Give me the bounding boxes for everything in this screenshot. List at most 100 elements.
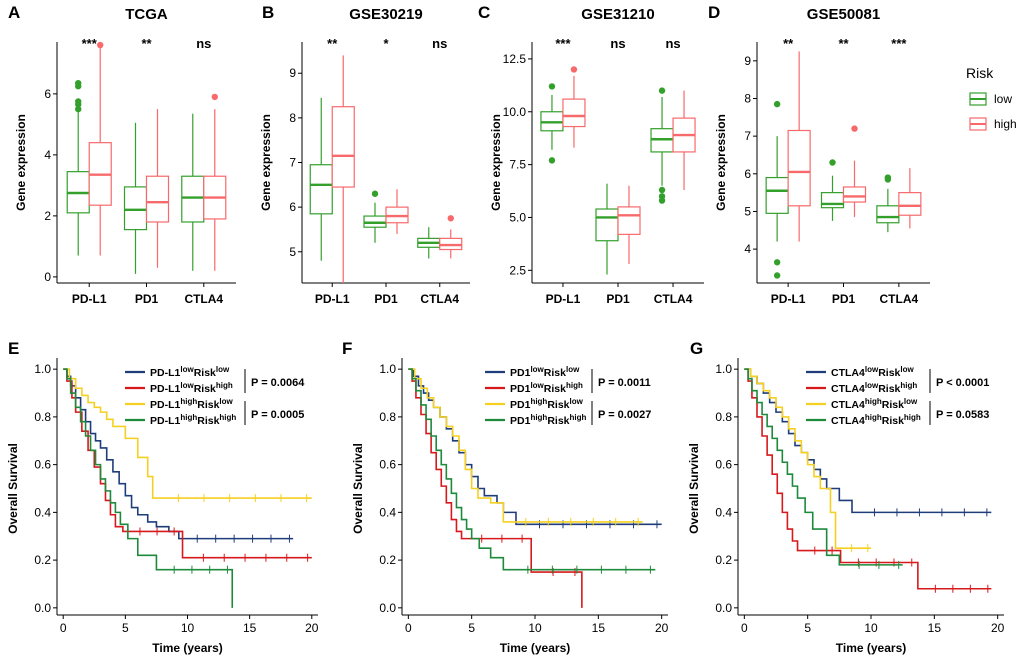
km-panel-f: F Overall Survival Time (years) 0.0 0.2 0.4 0.… xyxy=(342,339,669,655)
panel-title: GSE31210 xyxy=(581,6,654,23)
box-iqr xyxy=(787,129,811,207)
significance-label: ** xyxy=(327,36,338,51)
box-low xyxy=(595,183,619,275)
y-tick-label: 6 xyxy=(289,200,296,214)
outlier-point xyxy=(75,105,82,113)
y-tick-label: 0.6 xyxy=(715,458,732,472)
box-low xyxy=(765,100,789,279)
x-tick-label: CTLA4 xyxy=(420,292,459,306)
y-tick-label: 12.5 xyxy=(503,52,527,66)
x-tick-label: PD-L1 xyxy=(72,292,107,306)
panel-letter: F xyxy=(342,339,352,358)
y-tick-label: 0.8 xyxy=(34,410,51,424)
x-axis-label: Time (years) xyxy=(152,641,222,655)
y-axis-label: Gene expression xyxy=(714,114,728,211)
significance-label: ** xyxy=(141,36,152,51)
survival-curve-high-high xyxy=(744,368,903,566)
box-iqr xyxy=(876,205,900,224)
box-iqr xyxy=(331,106,355,188)
outlier-point xyxy=(773,259,781,266)
x-tick-label: 15 xyxy=(928,621,942,635)
survival-curve-low-low xyxy=(63,368,294,540)
x-tick-label: PD-L1 xyxy=(315,292,350,306)
km-panel-e: E Overall Survival Time (years) 0.0 0.2 0.4 0.… xyxy=(6,339,319,655)
box-high xyxy=(562,66,586,148)
legend-entry: PD-L1highRisklow xyxy=(150,397,234,411)
outlier-point xyxy=(97,41,104,49)
x-tick-label: 10 xyxy=(864,621,878,635)
legend-entry: PD1lowRiskhigh xyxy=(510,381,583,395)
x-tick-label: 10 xyxy=(528,621,542,635)
y-tick-label: 4 xyxy=(744,242,751,256)
y-tick-label: 0.4 xyxy=(715,505,732,519)
x-tick-label: 20 xyxy=(991,621,1005,635)
x-tick-label: 15 xyxy=(243,621,257,635)
y-tick-label: 0.0 xyxy=(379,601,396,615)
x-axis-label: Time (years) xyxy=(500,641,570,655)
y-tick-label: 0 xyxy=(44,270,51,284)
x-axis-label: Time (years) xyxy=(836,641,906,655)
significance-label: *** xyxy=(891,36,907,51)
box-high xyxy=(787,51,811,242)
outlier-point xyxy=(773,272,781,279)
box-iqr xyxy=(123,186,148,231)
box-high xyxy=(145,109,170,268)
legend-entry: PD-L1lowRiskhigh xyxy=(150,381,233,395)
box-high xyxy=(439,215,463,259)
p-value-label: P = 0.0005 xyxy=(251,409,304,421)
y-axis-label: Gene expression xyxy=(259,114,273,211)
significance-label: ns xyxy=(196,36,211,51)
y-tick-label: 1.0 xyxy=(34,362,51,376)
y-tick-label: 6 xyxy=(744,167,751,181)
y-tick-label: 0.8 xyxy=(715,410,732,424)
box-low xyxy=(417,227,441,259)
survival-curve-low-high xyxy=(744,368,992,590)
x-tick-label: CTLA4 xyxy=(880,292,919,306)
boxplot-panel-a: A TCGA Gene expression 0 2 4 6 PD-L1 *** PD1 ** CTL… xyxy=(8,3,236,306)
y-tick-label: 2.5 xyxy=(509,263,526,277)
box-iqr xyxy=(145,175,170,223)
y-tick-label: 0.6 xyxy=(379,458,396,472)
significance-label: *** xyxy=(82,36,98,51)
y-tick-label: 7 xyxy=(744,129,751,143)
panel-letter: G xyxy=(690,339,703,358)
x-tick-label: 20 xyxy=(305,621,319,635)
outlier-point xyxy=(211,93,218,101)
y-tick-label: 10.0 xyxy=(503,105,527,119)
y-tick-label: 2 xyxy=(44,209,51,223)
y-tick-label: 1.0 xyxy=(379,362,396,376)
box-low xyxy=(540,83,564,164)
y-tick-label: 4 xyxy=(44,148,51,162)
panel-letter: B xyxy=(262,3,274,22)
legend-entry: CTLA4highRiskhigh xyxy=(831,413,921,427)
panel-title: GSE50081 xyxy=(807,6,880,23)
y-axis-label: Gene expression xyxy=(14,114,28,211)
significance-label: ** xyxy=(783,36,794,51)
y-tick-label: 0.2 xyxy=(34,553,51,567)
survival-curve-high-low xyxy=(408,368,643,523)
outlier-point xyxy=(851,125,858,132)
y-tick-label: 0.8 xyxy=(379,410,396,424)
x-tick-label: 10 xyxy=(181,621,195,635)
outlier-point xyxy=(548,83,556,90)
box-low xyxy=(309,97,333,261)
y-tick-label: 5.0 xyxy=(509,210,526,224)
significance-label: *** xyxy=(555,36,571,51)
box-iqr xyxy=(898,192,922,216)
box-low xyxy=(876,174,900,233)
box-high xyxy=(842,125,867,218)
legend-entry: PD1lowRisklow xyxy=(510,365,580,379)
y-axis-label: Overall Survival xyxy=(351,443,365,534)
survival-curve-low-high xyxy=(408,368,583,608)
outlier-point xyxy=(773,100,781,108)
outlier-point xyxy=(570,66,578,73)
x-tick-label: 5 xyxy=(804,621,811,635)
panel-letter: D xyxy=(708,3,720,22)
box-low xyxy=(820,159,845,221)
outlier-point xyxy=(658,186,666,194)
legend-entry: CTLA4highRisklow xyxy=(831,397,918,411)
significance-label: ns xyxy=(665,36,680,51)
y-tick-label: 8 xyxy=(289,111,296,125)
legend-title: Risk xyxy=(966,65,994,81)
